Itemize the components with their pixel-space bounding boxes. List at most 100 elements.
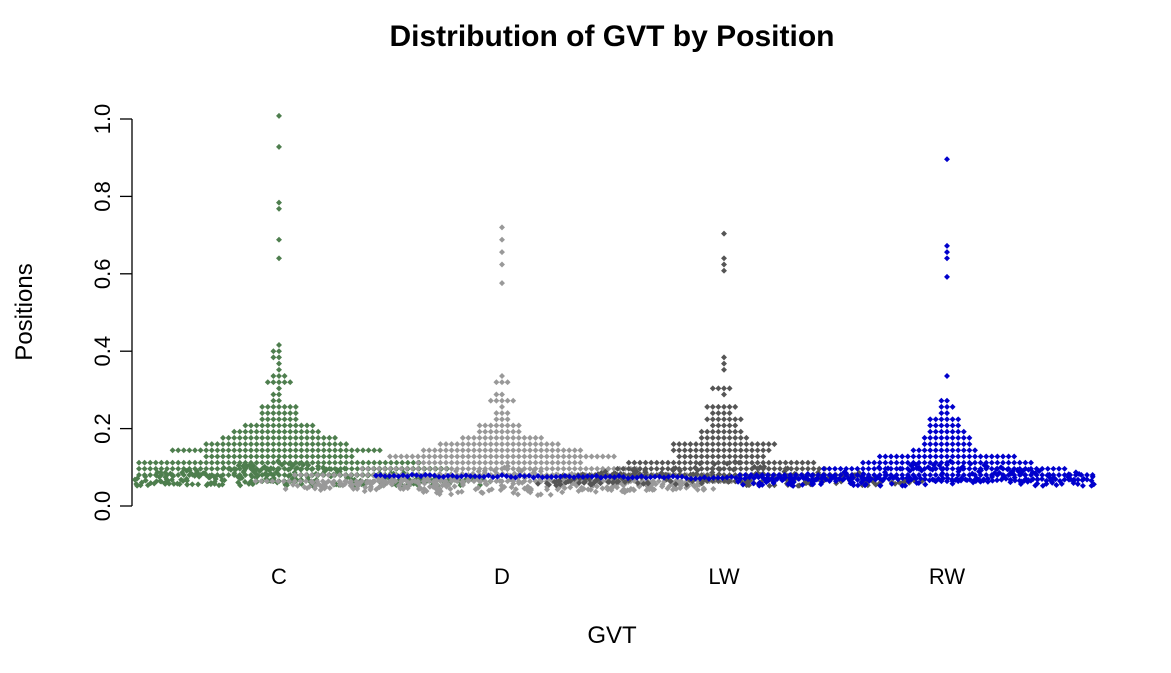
point-c (399, 459, 406, 466)
point-lw (676, 447, 683, 454)
point-rw (932, 453, 939, 460)
point-lw (698, 447, 705, 454)
point-c (326, 459, 333, 466)
point-c (276, 348, 282, 355)
point-d (431, 447, 438, 454)
point-rw (938, 416, 945, 423)
point-lw (737, 441, 744, 448)
point-d (566, 465, 573, 472)
x-axis-label: GVT (587, 622, 637, 649)
point-c (203, 441, 210, 448)
point-c (220, 464, 227, 471)
point-rw (710, 474, 717, 481)
point-c (292, 428, 299, 435)
point-c (354, 447, 361, 454)
point-c (168, 476, 175, 483)
point-lw (743, 441, 750, 448)
point-rw (485, 472, 492, 479)
point-c (276, 403, 282, 410)
point-rw (512, 474, 519, 481)
point-d (504, 459, 511, 466)
point-rw (972, 465, 978, 472)
data-points (131, 112, 1097, 499)
point-d (527, 465, 533, 472)
point-rw (539, 474, 546, 481)
point-d (437, 453, 444, 460)
point-d (409, 465, 416, 472)
point-rw (755, 474, 762, 481)
point-rw (949, 476, 955, 483)
point-d (465, 441, 472, 448)
point-c (169, 447, 176, 454)
point-rw (782, 474, 789, 481)
point-rw (989, 477, 996, 484)
point-c (292, 453, 299, 460)
point-rw (404, 473, 411, 480)
point-rw (800, 475, 807, 482)
point-rw (860, 465, 866, 472)
point-lw (721, 441, 727, 448)
point-c (332, 434, 338, 441)
point-d (465, 453, 472, 460)
point-d (538, 441, 545, 448)
point-d (448, 447, 455, 454)
point-c (315, 434, 322, 441)
x-tick-label-rw: RW (929, 564, 965, 589)
point-rw (940, 465, 947, 472)
point-lw (732, 403, 739, 410)
point-rw (1012, 477, 1018, 484)
point-rw (715, 474, 721, 481)
point-d (487, 397, 494, 404)
point-d (543, 453, 550, 460)
point-d (454, 447, 461, 454)
point-lw (715, 410, 722, 417)
point-c (279, 462, 285, 468)
point-rw (847, 480, 854, 487)
point-lw (687, 453, 694, 460)
point-d (532, 459, 539, 466)
point-d (655, 478, 662, 485)
point-lw (726, 434, 733, 441)
point-lw (726, 403, 733, 410)
point-d (521, 434, 528, 441)
point-rw (865, 465, 872, 472)
point-lw (749, 459, 755, 466)
point-rw (927, 422, 934, 429)
point-c (131, 476, 138, 483)
point-lw (721, 230, 727, 237)
point-rw (544, 473, 550, 480)
point-d (420, 459, 427, 466)
point-rw (566, 473, 573, 480)
point-c (270, 379, 277, 386)
point-lw (620, 465, 627, 472)
point-rw (1050, 465, 1057, 472)
point-d (359, 465, 365, 472)
point-c (348, 447, 355, 454)
point-rw (988, 459, 995, 466)
point-c (287, 403, 294, 410)
point-d (482, 441, 489, 448)
point-c (242, 441, 249, 448)
point-rw (661, 474, 667, 481)
point-c (270, 354, 277, 361)
point-rw (944, 416, 950, 423)
point-c (304, 428, 310, 435)
point-d (515, 459, 522, 466)
point-lw (715, 453, 722, 460)
point-lw (709, 434, 716, 441)
point-d (527, 453, 533, 460)
point-rw (859, 475, 865, 481)
point-lw (777, 459, 783, 466)
point-c (281, 453, 288, 460)
point-c (270, 410, 277, 417)
point-c (203, 447, 210, 454)
point-rw (944, 255, 950, 262)
point-lw (587, 480, 594, 487)
point-rw (966, 441, 973, 448)
point-rw (949, 480, 956, 487)
point-rw (463, 472, 469, 479)
point-d (571, 459, 578, 466)
point-rw (1034, 476, 1041, 483)
point-d (694, 486, 701, 493)
point-d (437, 488, 444, 495)
